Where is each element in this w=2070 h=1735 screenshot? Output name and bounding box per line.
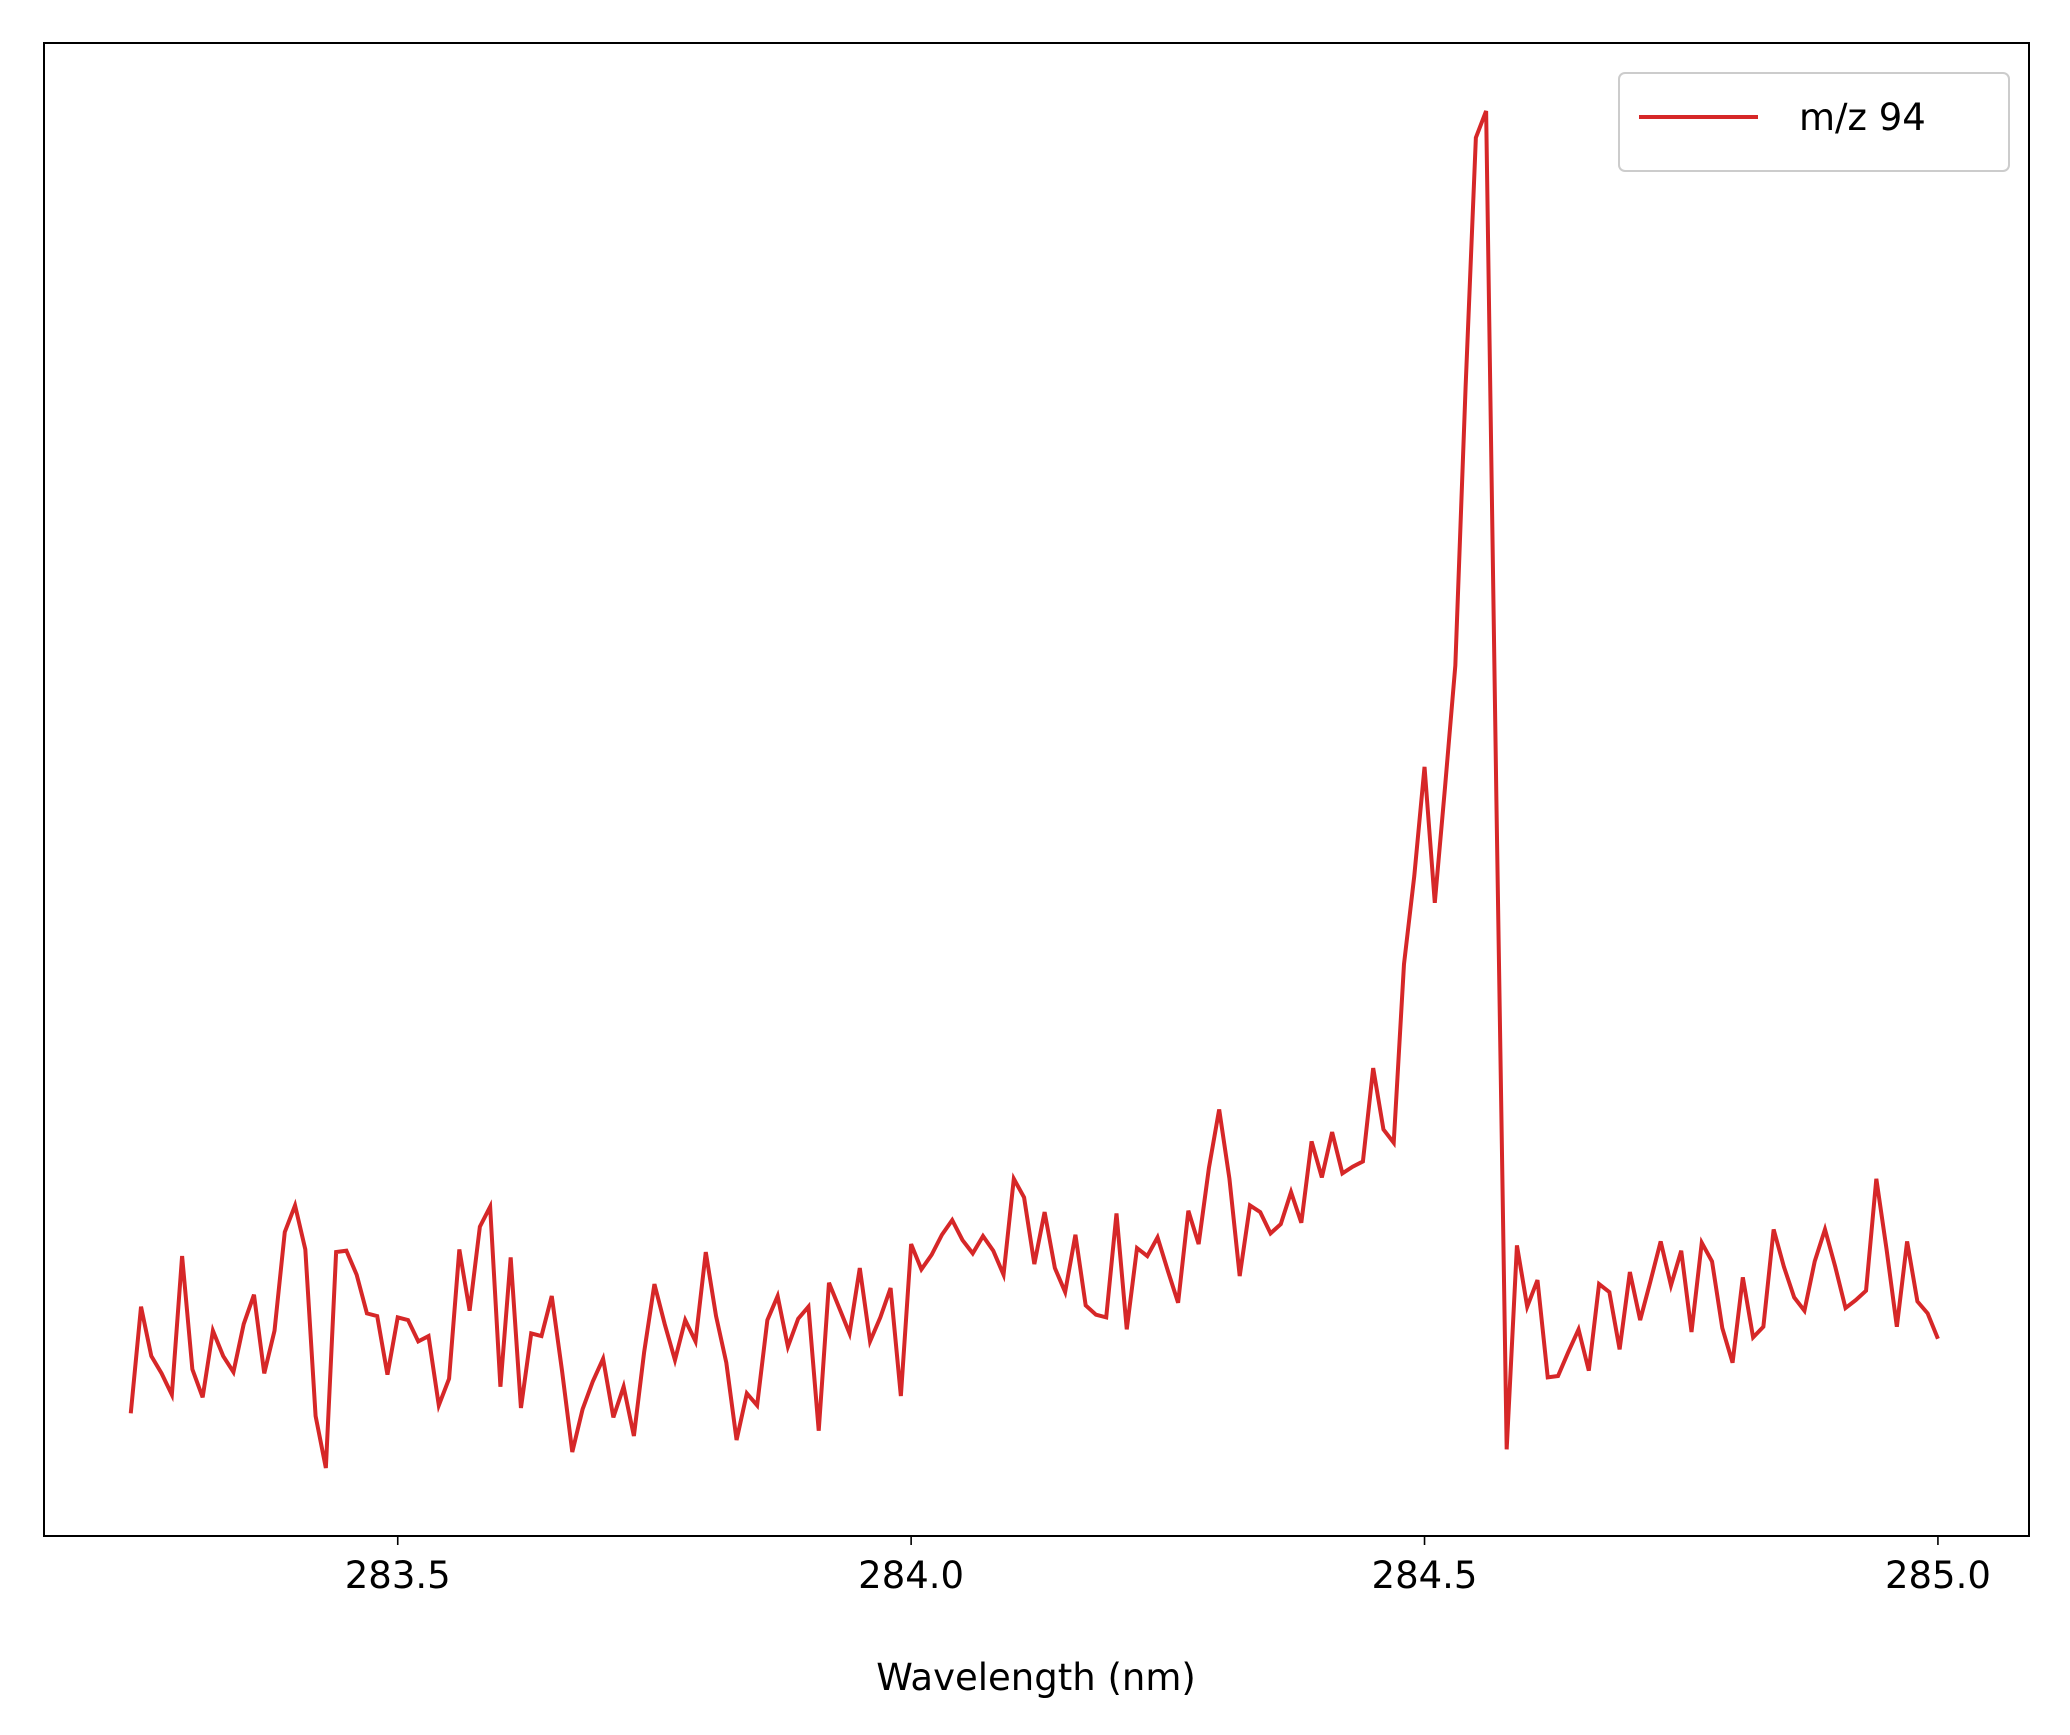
data-line [128,110,1940,1469]
x-tick-label: 284.5 [1372,1554,1478,1597]
x-tick-label: 284.0 [858,1554,964,1597]
legend-box [1618,72,2010,172]
x-tick-label: 283.5 [345,1554,451,1597]
x-axis-label: Wavelength (nm) [876,1656,1196,1699]
x-tick-label: 285.0 [1885,1554,1991,1597]
plot-frame [43,42,2030,1537]
legend-label: m/z 94 [1799,96,1926,139]
